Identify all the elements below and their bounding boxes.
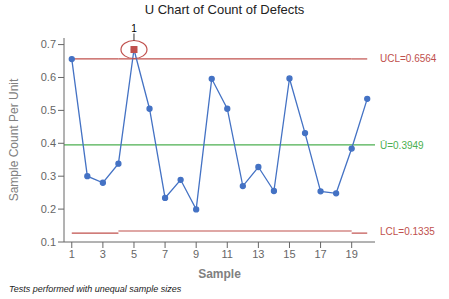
- svg-text:11: 11: [222, 248, 233, 260]
- svg-text:3: 3: [100, 248, 106, 260]
- svg-text:0.1: 0.1: [41, 236, 56, 248]
- svg-text:0.4: 0.4: [41, 137, 56, 149]
- svg-text:Sample: Sample: [198, 267, 241, 281]
- svg-text:17: 17: [314, 248, 326, 260]
- svg-text:Ū=0.3949: Ū=0.3949: [380, 140, 424, 151]
- svg-text:5: 5: [131, 248, 137, 260]
- html-text:Tests performed with unequal s: Tests performed with unequal sample size…: [9, 284, 182, 294]
- svg-text:15: 15: [283, 248, 295, 260]
- svg-text:19: 19: [346, 248, 358, 260]
- html-text:U Chart of Count of Defects: U Chart of Count of Defects: [144, 2, 305, 17]
- svg-text:0.6: 0.6: [41, 71, 56, 83]
- svg-text:0.7: 0.7: [41, 38, 56, 50]
- svg-text:0.5: 0.5: [41, 104, 56, 116]
- svg-text:0.3: 0.3: [41, 170, 56, 182]
- svg-text:Sample Count Per Unit: Sample Count Per Unit: [8, 78, 21, 201]
- svg-text:9: 9: [193, 248, 199, 260]
- svg-text:0.2: 0.2: [41, 203, 56, 215]
- svg-text:UCL=0.6564: UCL=0.6564: [380, 53, 437, 64]
- svg-text:LCL=0.1335: LCL=0.1335: [380, 226, 435, 237]
- svg-text:13: 13: [252, 248, 264, 260]
- svg-text:7: 7: [162, 248, 168, 260]
- svg-text:1: 1: [131, 23, 137, 34]
- svg-text:1: 1: [69, 248, 75, 260]
